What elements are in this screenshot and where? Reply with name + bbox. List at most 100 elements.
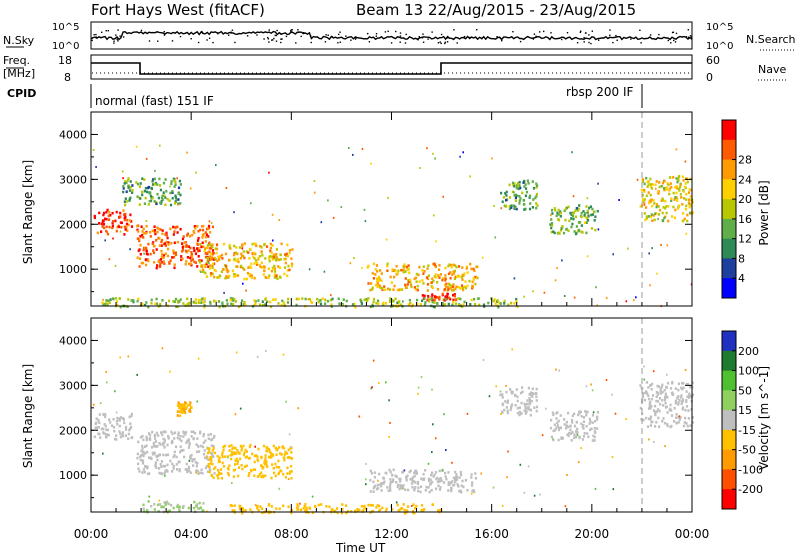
echo-cell <box>423 270 426 273</box>
echo-cell <box>337 297 340 301</box>
echo-cell <box>233 451 236 454</box>
echo-cell <box>375 506 378 509</box>
echo-cell <box>249 468 253 472</box>
echo-cell <box>670 199 673 203</box>
echo-speck <box>432 214 435 217</box>
echo-speck <box>114 390 116 393</box>
colorbar-swatch <box>722 410 736 431</box>
echo-speck <box>469 175 471 178</box>
echo-cell <box>446 292 449 296</box>
echo-cell <box>146 465 149 469</box>
echo-cell <box>501 403 504 407</box>
echo-cell <box>211 243 214 246</box>
echo-cell <box>153 230 156 234</box>
echo-cell <box>203 297 206 300</box>
echo-cell <box>510 204 513 207</box>
echo-cell <box>227 471 230 475</box>
echo-cell <box>207 235 210 238</box>
echo-cell <box>167 247 170 251</box>
echo-speck <box>106 381 108 384</box>
nsearch-dot <box>101 31 103 33</box>
echo-cell <box>518 202 521 205</box>
echo-cell <box>201 297 204 300</box>
echo-cell <box>139 182 142 185</box>
echo-cell <box>281 299 284 303</box>
echo-cell <box>235 259 238 263</box>
echo-cell <box>514 196 517 200</box>
power-y-label: Slant Range [km] <box>21 160 35 264</box>
echo-cell <box>174 297 178 301</box>
echo-cell <box>257 447 260 451</box>
nsearch-dot <box>267 38 270 40</box>
echo-cell <box>244 303 247 306</box>
nsearch-dot <box>280 38 282 40</box>
echo-cell <box>514 205 517 209</box>
echo-cell <box>669 403 672 407</box>
echo-cell <box>407 264 410 267</box>
echo-cell <box>437 484 440 488</box>
echo-cell <box>169 259 172 262</box>
echo-cell <box>160 255 163 259</box>
echo-cell <box>499 302 502 305</box>
echo-cell <box>173 437 176 440</box>
echo-cell <box>165 233 168 237</box>
echo-cell <box>554 208 557 212</box>
nsearch-dot <box>310 41 312 44</box>
echo-cell <box>588 422 591 425</box>
echo-cell <box>179 183 182 186</box>
echo-speck <box>576 207 579 209</box>
echo-cell <box>645 390 648 393</box>
echo-cell <box>225 268 229 271</box>
echo-cell <box>206 470 210 473</box>
echo-cell <box>164 453 168 457</box>
echo-speck <box>494 236 497 239</box>
echo-cell <box>253 454 256 458</box>
echo-cell <box>253 299 256 302</box>
echo-cell <box>218 276 221 279</box>
echo-cell <box>174 194 177 198</box>
echo-cell <box>174 183 177 187</box>
echo-cell <box>687 409 690 412</box>
echo-cell <box>395 475 398 479</box>
echo-cell <box>173 241 176 245</box>
echo-cell <box>532 198 535 201</box>
echo-cell <box>139 235 142 238</box>
echo-cell <box>377 487 380 490</box>
echo-cell <box>515 388 518 391</box>
echo-cell <box>507 303 510 307</box>
nsearch-dot <box>422 33 424 35</box>
echo-speck <box>365 462 367 465</box>
echo-cell <box>427 274 430 277</box>
echo-cell <box>316 297 319 301</box>
echo-cell <box>408 271 411 275</box>
echo-cell <box>535 409 538 413</box>
echo-cell <box>263 459 266 462</box>
echo-region <box>549 204 599 236</box>
echo-cell <box>528 397 531 400</box>
echo-cell <box>289 470 292 474</box>
echo-cell <box>661 419 664 423</box>
echo-cell <box>102 427 105 431</box>
echo-cell <box>385 471 388 475</box>
echo-cell <box>691 211 694 214</box>
echo-cell <box>447 489 450 492</box>
echo-cell <box>220 253 224 257</box>
echo-cell <box>658 181 661 184</box>
echo-cell <box>126 305 129 308</box>
echo-cell <box>272 454 275 457</box>
echo-cell <box>550 218 553 221</box>
echo-cell <box>275 257 278 261</box>
echo-cell <box>250 262 253 266</box>
echo-cell <box>674 185 677 189</box>
echo-cell <box>248 273 251 277</box>
echo-cell <box>164 430 167 434</box>
echo-speck <box>576 434 579 437</box>
echo-cell <box>143 510 146 513</box>
echo-cell <box>140 454 143 457</box>
echo-speck <box>112 237 114 240</box>
echo-cell <box>166 453 170 457</box>
echo-cell <box>311 511 314 514</box>
echo-speck <box>675 148 678 151</box>
echo-cell <box>549 426 553 430</box>
echo-cell <box>139 455 142 459</box>
